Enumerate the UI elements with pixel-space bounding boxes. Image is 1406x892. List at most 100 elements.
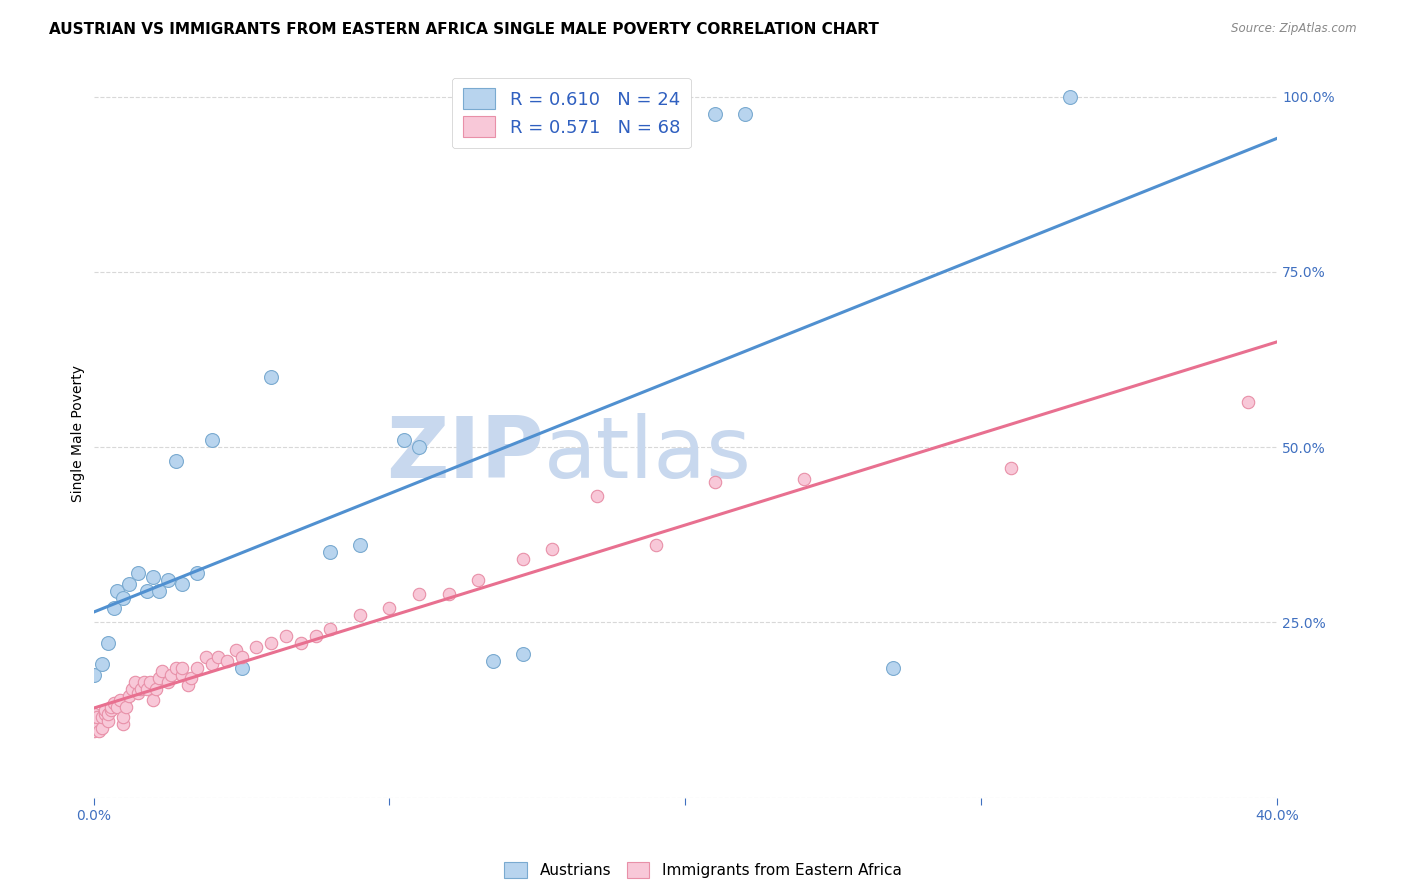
Point <box>319 545 342 559</box>
Point <box>180 672 202 686</box>
Point <box>882 661 904 675</box>
Point <box>512 552 534 566</box>
Point <box>231 650 253 665</box>
Point <box>127 566 149 581</box>
Point <box>91 710 114 724</box>
Point <box>159 668 181 682</box>
Point <box>156 675 179 690</box>
Point <box>86 721 108 735</box>
Point <box>349 608 371 623</box>
Point <box>225 643 247 657</box>
Y-axis label: Single Male Poverty: Single Male Poverty <box>72 365 86 501</box>
Point <box>83 706 105 721</box>
Point <box>142 692 165 706</box>
Point <box>260 370 283 384</box>
Text: Source: ZipAtlas.com: Source: ZipAtlas.com <box>1232 22 1357 36</box>
Point <box>1236 394 1258 409</box>
Point <box>97 636 120 650</box>
Point <box>105 699 128 714</box>
Point <box>201 657 224 672</box>
Point <box>1059 89 1081 103</box>
Point <box>207 650 229 665</box>
Point <box>142 570 165 584</box>
Point <box>704 107 727 121</box>
Legend: R = 0.610   N = 24, R = 0.571   N = 68: R = 0.610 N = 24, R = 0.571 N = 68 <box>451 78 690 148</box>
Point <box>124 675 146 690</box>
Text: ZIP: ZIP <box>385 414 543 497</box>
Point <box>83 714 105 728</box>
Point <box>172 577 194 591</box>
Point <box>94 703 117 717</box>
Point <box>437 587 460 601</box>
Point <box>319 623 342 637</box>
Point <box>408 587 430 601</box>
Point <box>408 440 430 454</box>
Point <box>112 591 135 605</box>
Point <box>512 647 534 661</box>
Point <box>135 681 157 696</box>
Point <box>86 710 108 724</box>
Point <box>165 661 187 675</box>
Point <box>108 692 131 706</box>
Point <box>150 665 173 679</box>
Point <box>139 675 162 690</box>
Point <box>103 696 125 710</box>
Text: atlas: atlas <box>543 414 751 497</box>
Point <box>83 717 105 731</box>
Point <box>148 672 170 686</box>
Point <box>177 678 200 692</box>
Point <box>245 640 267 654</box>
Point <box>260 636 283 650</box>
Point <box>585 489 607 503</box>
Point <box>734 107 756 121</box>
Point <box>482 654 505 668</box>
Point <box>89 724 111 739</box>
Point <box>394 433 416 447</box>
Point <box>105 583 128 598</box>
Point <box>129 681 152 696</box>
Point <box>172 668 194 682</box>
Point <box>83 710 105 724</box>
Point <box>115 699 138 714</box>
Point <box>274 629 297 643</box>
Point <box>704 475 727 490</box>
Point <box>127 685 149 699</box>
Text: AUSTRIAN VS IMMIGRANTS FROM EASTERN AFRICA SINGLE MALE POVERTY CORRELATION CHART: AUSTRIAN VS IMMIGRANTS FROM EASTERN AFRI… <box>49 22 879 37</box>
Point <box>91 721 114 735</box>
Point <box>148 583 170 598</box>
Point <box>215 654 238 668</box>
Point <box>103 601 125 615</box>
Point <box>83 721 105 735</box>
Point <box>132 675 155 690</box>
Point <box>541 541 564 556</box>
Point <box>644 538 666 552</box>
Point <box>100 699 122 714</box>
Point <box>145 681 167 696</box>
Point <box>135 583 157 598</box>
Point <box>195 650 218 665</box>
Point <box>290 636 312 650</box>
Point <box>118 577 141 591</box>
Point <box>201 433 224 447</box>
Point <box>231 661 253 675</box>
Point <box>186 566 208 581</box>
Point <box>304 629 326 643</box>
Point <box>172 661 194 675</box>
Point <box>1000 461 1022 475</box>
Point <box>156 574 179 588</box>
Point <box>118 689 141 703</box>
Point <box>91 657 114 672</box>
Point <box>112 717 135 731</box>
Point <box>165 454 187 468</box>
Point <box>83 724 105 739</box>
Point <box>97 706 120 721</box>
Point <box>100 703 122 717</box>
Point <box>186 661 208 675</box>
Point <box>94 706 117 721</box>
Point <box>378 601 401 615</box>
Point <box>121 681 143 696</box>
Point <box>83 668 105 682</box>
Point <box>97 714 120 728</box>
Point <box>112 710 135 724</box>
Point <box>467 574 489 588</box>
